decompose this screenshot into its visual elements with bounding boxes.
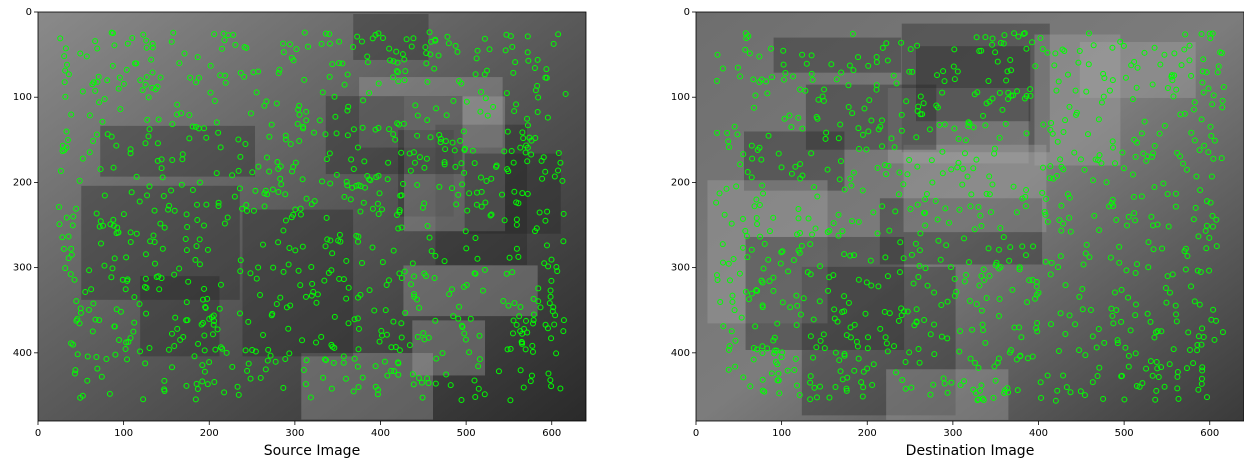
scene-block xyxy=(403,265,537,316)
y-tick-label: 300 xyxy=(13,263,32,274)
x-tick-label: 300 xyxy=(285,428,304,439)
x-tick-label: 0 xyxy=(35,428,41,439)
y-tick-label: 0 xyxy=(26,7,32,18)
scene-block xyxy=(353,14,428,60)
x-axis-label: Source Image xyxy=(264,443,360,459)
y-tick-label: 400 xyxy=(671,348,690,359)
image-panel: 0 100 200 300 400 500 600 0 100 200 300 400 Destinat… xyxy=(671,7,1244,459)
scene-block xyxy=(746,237,905,350)
scene-block xyxy=(774,38,902,73)
x-tick-label: 200 xyxy=(200,428,219,439)
x-tick-label: 300 xyxy=(943,428,962,439)
x-tick-label: 500 xyxy=(1115,428,1134,439)
x-axis-label: Destination Image xyxy=(906,443,1035,459)
x-tick-label: 0 xyxy=(693,428,699,439)
y-tick-label: 100 xyxy=(13,92,32,103)
x-tick-label: 200 xyxy=(858,428,877,439)
y-tick-label: 400 xyxy=(13,348,32,359)
y-tick-label: 0 xyxy=(684,7,690,18)
x-tick-label: 100 xyxy=(114,428,133,439)
y-tick-label: 300 xyxy=(671,263,690,274)
image-panel: 0 100 200 300 400 500 600 0 100 200 300 400 Source I… xyxy=(13,7,586,459)
scene-block xyxy=(242,210,353,357)
x-tick-label: 500 xyxy=(457,428,476,439)
scene-block xyxy=(100,126,255,177)
x-tick-label: 600 xyxy=(1200,428,1219,439)
x-tick-label: 400 xyxy=(1029,428,1048,439)
y-tick-label: 200 xyxy=(13,177,32,188)
scene-block xyxy=(140,276,219,356)
x-tick-label: 400 xyxy=(371,428,390,439)
x-tick-label: 100 xyxy=(772,428,791,439)
figure: 0 100 200 300 400 500 600 0 100 200 300 400 Source I… xyxy=(0,0,1244,461)
y-tick-label: 100 xyxy=(671,92,690,103)
x-tick-label: 600 xyxy=(542,428,561,439)
scene-block xyxy=(886,369,1008,420)
y-tick-label: 200 xyxy=(671,177,690,188)
scene-block xyxy=(412,320,485,375)
